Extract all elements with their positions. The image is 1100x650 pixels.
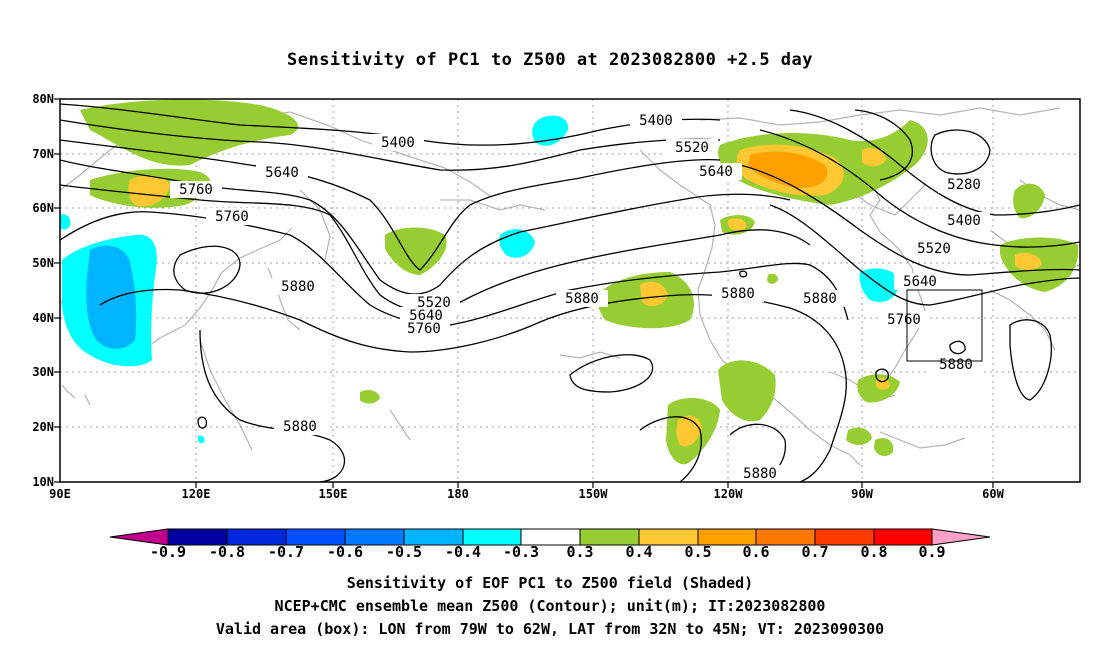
colorbar-label: -0.6 <box>326 543 364 561</box>
colorbar-cell <box>931 528 991 546</box>
colorbar-label: -0.7 <box>267 543 305 561</box>
contour-label: 5880 <box>721 286 755 302</box>
z500-contours <box>60 103 1080 482</box>
colorbar-label: 0.3 <box>566 543 594 561</box>
contour-labels: 5400 5400 5520 5640 5640 5760 5760 5280 … <box>170 112 990 482</box>
contour-label: 5880 <box>939 357 973 373</box>
lon-label-90w: 90W <box>851 487 873 501</box>
lon-label-90e: 90E <box>49 487 71 501</box>
contour-label: 5280 <box>947 177 981 193</box>
contour-label: 5760 <box>215 209 249 225</box>
contour-label: 5760 <box>407 321 441 337</box>
contour-label: 5520 <box>917 241 951 257</box>
shading-negative-0.4 <box>86 245 137 349</box>
caption-valid-area: Valid area (box): LON from 79W to 62W, L… <box>215 620 885 638</box>
contour-label: 5880 <box>565 291 599 307</box>
lon-label-120w: 120W <box>713 487 743 501</box>
colorbar-label: 0.7 <box>801 543 829 561</box>
contour-label: 5880 <box>283 419 317 435</box>
contour-label: 5880 <box>803 291 837 307</box>
shading-positive-0.5 <box>748 151 828 188</box>
caption-shading: Sensitivity of EOF PC1 to Z500 field (Sh… <box>346 574 754 592</box>
contour-label: 5520 <box>675 140 709 156</box>
lat-label-50n: 50N <box>32 256 54 270</box>
colorbar-label: 0.8 <box>860 543 888 561</box>
lat-label-80n: 80N <box>32 92 54 106</box>
contour-label: 5880 <box>743 466 777 482</box>
lat-label-10n: 10N <box>32 475 54 489</box>
lat-label-60n: 60N <box>32 201 54 215</box>
figure-title: Sensitivity of PC1 to Z500 at 2023082800… <box>286 50 813 70</box>
colorbar-label: -0.5 <box>385 543 423 561</box>
map-ticks <box>54 98 994 488</box>
caption-contour: NCEP+CMC ensemble mean Z500 (Contour); u… <box>274 597 826 615</box>
valid-area-box <box>906 289 983 362</box>
lat-label-20n: 20N <box>32 420 54 434</box>
lat-label-40n: 40N <box>32 311 54 325</box>
lon-label-150w: 150W <box>578 487 608 501</box>
contour-label: 5400 <box>639 113 673 129</box>
colorbar-label: 0.5 <box>684 543 712 561</box>
colorbar-label: -0.3 <box>502 543 540 561</box>
colorbar-label: 0.4 <box>625 543 653 561</box>
contour-label: 5400 <box>381 135 415 151</box>
lon-label-120e: 120E <box>181 487 211 501</box>
colorbar-label: 0.9 <box>918 543 946 561</box>
contour-label: 5400 <box>947 213 981 229</box>
contour-label: 5760 <box>887 312 921 328</box>
colorbar-label: -0.4 <box>444 543 482 561</box>
contour-label: 5640 <box>699 164 733 180</box>
colorbar-label: 0.6 <box>742 543 770 561</box>
lon-label-150e: 150E <box>318 487 348 501</box>
colorbar-label: -0.9 <box>149 543 187 561</box>
map-frame <box>59 98 1081 483</box>
lon-label-60w: 60W <box>982 487 1004 501</box>
colorbar-label: -0.8 <box>208 543 246 561</box>
map-content: 5400 5400 5520 5640 5640 5760 5760 5280 … <box>60 99 1080 482</box>
lat-label-30n: 30N <box>32 365 54 379</box>
contour-label: 5760 <box>179 182 213 198</box>
contour-label: 5640 <box>903 274 937 290</box>
colorbar <box>109 528 991 546</box>
lon-label-180: 180 <box>447 487 469 501</box>
contour-label: 5880 <box>281 279 315 295</box>
contour-label: 5640 <box>265 165 299 181</box>
lat-label-70n: 70N <box>32 147 54 161</box>
